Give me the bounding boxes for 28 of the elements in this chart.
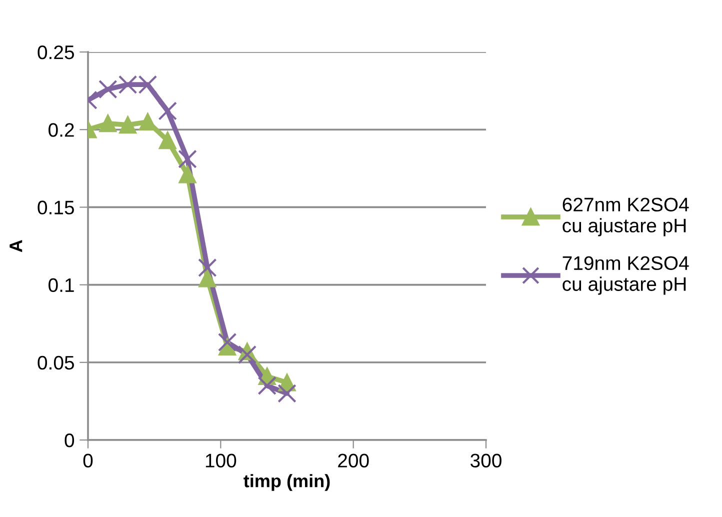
point [198,258,217,278]
y-tick-label: 0.05 [38,356,74,370]
x-tick-label: 100 [206,454,236,468]
point [278,384,296,403]
y-tick-label: 0.25 [38,45,74,60]
point [98,80,118,99]
point [139,113,156,131]
point [178,150,197,168]
y-axis-title: A [10,240,22,252]
y-tick-label: 0.1 [48,278,74,292]
legend-label: 627nm K2SO4 cu ajustare pH [562,198,689,236]
legend-label: 719nm K2SO4 cu ajustare pH [562,256,689,295]
point [99,114,117,132]
point [178,166,196,184]
point [119,116,136,134]
x-axis-title: timp (min) [244,474,330,491]
y-tick-label: 0 [64,433,74,448]
point [258,376,276,396]
y-tick-label: 0.15 [38,200,74,214]
x-tick-label: 0 [83,454,93,468]
y-tick-label: 0.2 [48,123,74,137]
point [218,332,237,352]
point [158,102,177,120]
x-tick-label: 200 [338,454,369,468]
point [198,270,216,288]
point [238,345,257,364]
x-tick-label: 300 [470,454,502,468]
point [158,132,176,150]
